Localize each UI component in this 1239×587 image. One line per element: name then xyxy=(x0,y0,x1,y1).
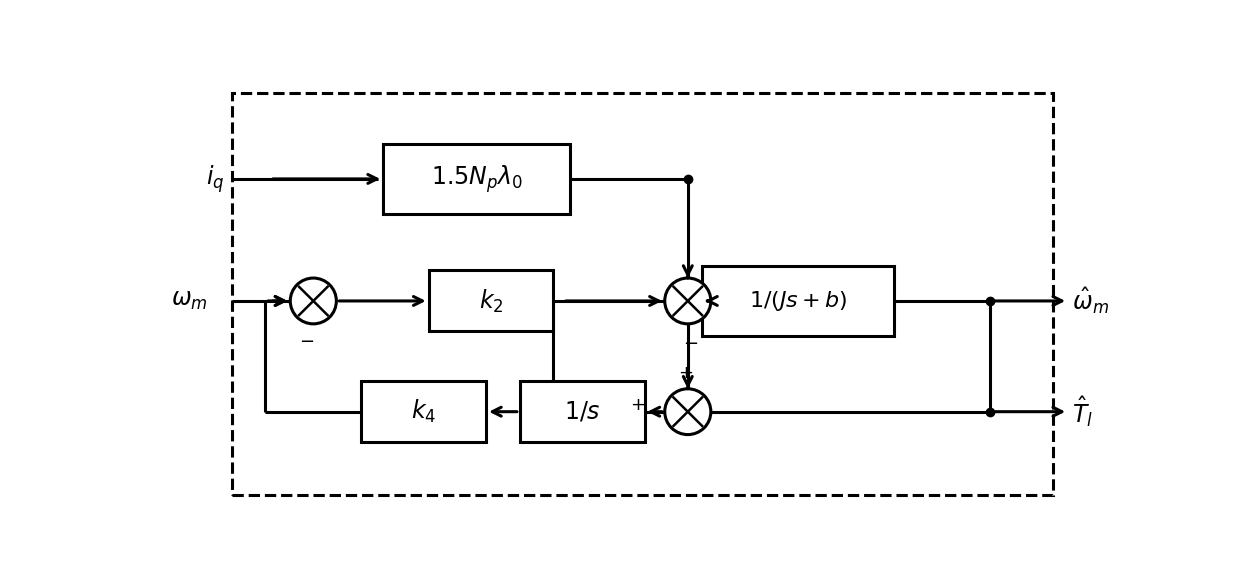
Text: $\omega_m$: $\omega_m$ xyxy=(171,289,208,312)
Bar xyxy=(520,381,644,442)
Bar xyxy=(703,266,895,336)
Ellipse shape xyxy=(290,278,336,324)
Bar xyxy=(429,271,554,332)
Bar xyxy=(232,93,1053,495)
Bar xyxy=(383,144,570,214)
Text: $-$: $-$ xyxy=(683,333,698,351)
Text: $k_4$: $k_4$ xyxy=(411,398,436,426)
Text: $\hat{T}_l$: $\hat{T}_l$ xyxy=(1072,394,1093,429)
Text: $i_q$: $i_q$ xyxy=(206,163,224,195)
Text: $+$: $+$ xyxy=(678,364,693,382)
Text: $1/s$: $1/s$ xyxy=(564,400,601,424)
Text: $1/(Js+b)$: $1/(Js+b)$ xyxy=(748,289,847,313)
Bar xyxy=(362,381,486,442)
Ellipse shape xyxy=(665,278,711,324)
Text: $-$: $-$ xyxy=(299,331,313,349)
Text: $k_2$: $k_2$ xyxy=(478,288,503,315)
Ellipse shape xyxy=(665,389,711,434)
Text: $1.5N_p \lambda_0$: $1.5N_p \lambda_0$ xyxy=(431,163,523,195)
Text: $+$: $+$ xyxy=(629,396,644,414)
Text: $\hat{\omega}_m$: $\hat{\omega}_m$ xyxy=(1072,286,1109,316)
